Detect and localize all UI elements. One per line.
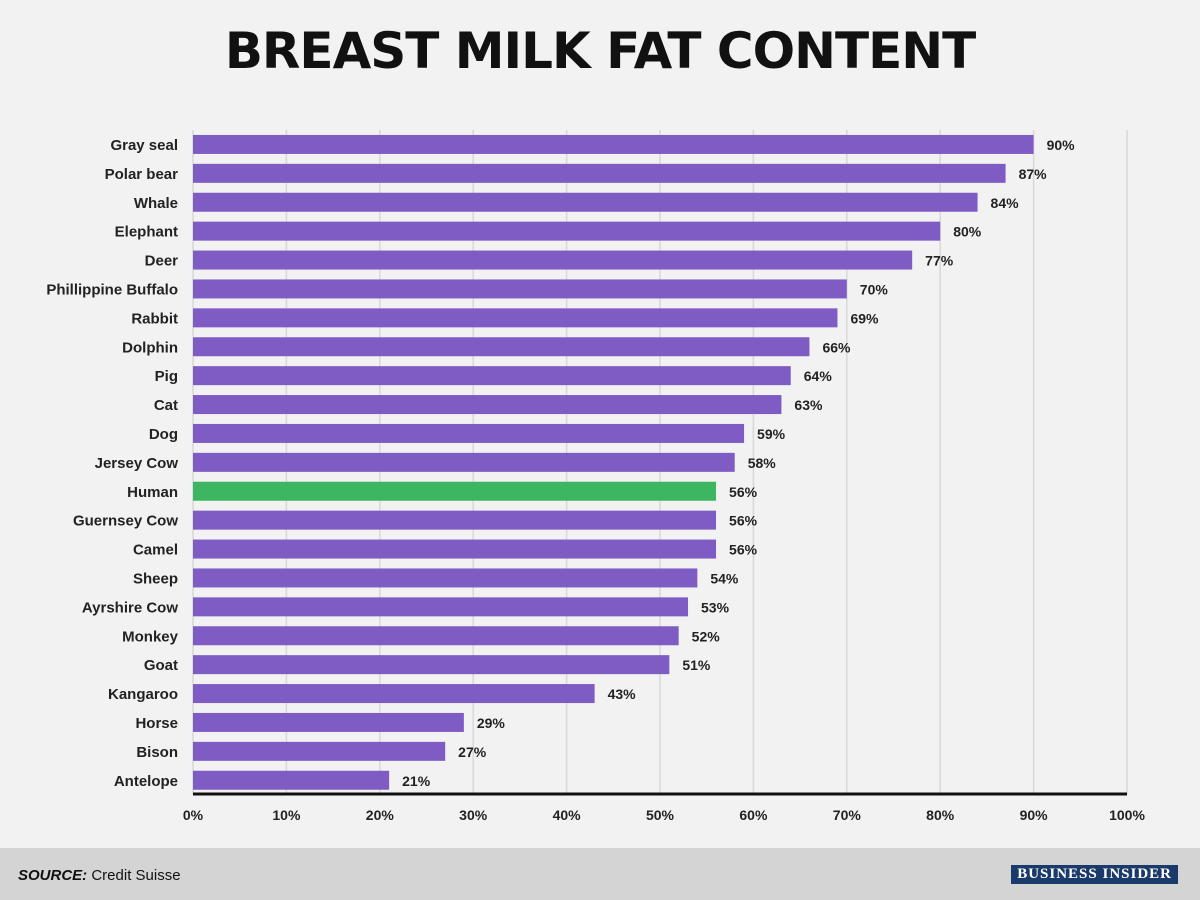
x-tick-label: 90% bbox=[1020, 807, 1049, 823]
value-labels: 90% 87% 84% 80% 77% 70% 69% 66% 64% 63% 59% 58% 56% 5… bbox=[402, 137, 1075, 789]
bar bbox=[193, 539, 717, 559]
value-label: 90% bbox=[1047, 137, 1076, 153]
x-tick-label: 70% bbox=[833, 807, 862, 823]
bar bbox=[193, 423, 745, 443]
category-label: Elephant bbox=[115, 224, 178, 241]
value-label: 77% bbox=[925, 253, 954, 269]
x-tick-labels: 0% 10% 20% 30% 40% 50% 60% 70% 80% 90% 100% bbox=[183, 807, 1146, 823]
category-label: Dolphin bbox=[122, 339, 178, 356]
bar bbox=[193, 337, 810, 357]
x-tick-label: 40% bbox=[553, 807, 582, 823]
value-label: 51% bbox=[682, 657, 711, 673]
category-label: Goat bbox=[144, 657, 178, 674]
category-label: Camel bbox=[133, 542, 178, 559]
bar bbox=[193, 221, 941, 241]
x-tick-label: 60% bbox=[739, 807, 768, 823]
value-label: 43% bbox=[608, 686, 637, 702]
category-label: Rabbit bbox=[131, 310, 178, 327]
bar bbox=[193, 192, 978, 212]
category-label: Sheep bbox=[133, 570, 178, 587]
value-label: 63% bbox=[794, 397, 823, 413]
value-label: 54% bbox=[710, 570, 739, 586]
category-label: Guernsey Cow bbox=[73, 513, 178, 530]
value-label: 27% bbox=[458, 744, 487, 760]
value-label: 87% bbox=[1019, 166, 1048, 182]
value-label: 80% bbox=[953, 224, 982, 240]
category-label: Polar bear bbox=[105, 166, 179, 183]
chart-title: BREAST MILK FAT CONTENT bbox=[224, 22, 976, 80]
x-tick-label: 0% bbox=[183, 807, 204, 823]
bar bbox=[193, 279, 847, 299]
source-label: SOURCE: bbox=[18, 867, 88, 884]
x-tick-label: 80% bbox=[926, 807, 955, 823]
value-label: 21% bbox=[402, 773, 431, 789]
bar-chart: Gray seal Polar bear Whale Elephant Deer Phil… bbox=[46, 130, 1146, 823]
category-label: Phillippine Buffalo bbox=[46, 281, 178, 298]
category-label: Ayrshire Cow bbox=[82, 599, 178, 616]
category-label: Dog bbox=[149, 426, 178, 443]
category-label: Jersey Cow bbox=[95, 455, 179, 472]
value-label: 66% bbox=[822, 339, 851, 355]
category-label: Bison bbox=[136, 744, 178, 761]
bar bbox=[193, 770, 390, 790]
source-text: Credit Suisse bbox=[91, 867, 181, 884]
category-label: Cat bbox=[154, 397, 178, 414]
category-label: Human bbox=[127, 484, 178, 501]
category-label: Deer bbox=[145, 253, 179, 270]
bars bbox=[193, 134, 1034, 790]
bar bbox=[193, 510, 717, 530]
bar bbox=[193, 452, 735, 472]
value-label: 64% bbox=[804, 368, 833, 384]
bar bbox=[193, 163, 1006, 183]
x-tick-label: 30% bbox=[459, 807, 488, 823]
category-label: Horse bbox=[135, 715, 178, 732]
value-label: 70% bbox=[860, 281, 889, 297]
brand-logo: BUSINESS INSIDER bbox=[1011, 865, 1178, 884]
x-tick-label: 20% bbox=[366, 807, 395, 823]
footer: SOURCE: Credit Suisse BUSINESS INSIDER bbox=[0, 848, 1200, 900]
category-label: Monkey bbox=[122, 628, 179, 645]
bar bbox=[193, 568, 698, 588]
bar bbox=[193, 741, 446, 761]
value-label: 56% bbox=[729, 484, 758, 500]
bar bbox=[193, 366, 791, 386]
value-label: 69% bbox=[850, 310, 879, 326]
category-label: Antelope bbox=[114, 773, 178, 790]
bar bbox=[193, 395, 782, 415]
bar bbox=[193, 684, 595, 704]
category-label: Gray seal bbox=[110, 137, 178, 154]
bar bbox=[193, 481, 717, 501]
gridlines bbox=[192, 130, 1128, 794]
value-label: 29% bbox=[477, 715, 506, 731]
category-labels: Gray seal Polar bear Whale Elephant Deer Phil… bbox=[46, 137, 178, 790]
value-label: 56% bbox=[729, 542, 758, 558]
value-label: 56% bbox=[729, 513, 758, 529]
bar bbox=[193, 655, 670, 675]
category-label: Whale bbox=[134, 195, 178, 212]
x-tick-label: 10% bbox=[272, 807, 301, 823]
category-label: Pig bbox=[155, 368, 178, 385]
value-label: 52% bbox=[692, 628, 721, 644]
bar bbox=[193, 597, 689, 617]
bar bbox=[193, 134, 1034, 154]
x-tick-label: 100% bbox=[1109, 807, 1145, 823]
value-label: 58% bbox=[748, 455, 777, 471]
value-label: 84% bbox=[991, 195, 1020, 211]
value-label: 53% bbox=[701, 599, 730, 615]
x-tick-label: 50% bbox=[646, 807, 675, 823]
category-label: Kangaroo bbox=[108, 686, 178, 703]
bar bbox=[193, 712, 464, 732]
bar bbox=[193, 308, 838, 328]
bar bbox=[193, 626, 679, 646]
source-note: SOURCE: Credit Suisse bbox=[18, 867, 181, 884]
bar bbox=[193, 250, 913, 270]
value-label: 59% bbox=[757, 426, 786, 442]
